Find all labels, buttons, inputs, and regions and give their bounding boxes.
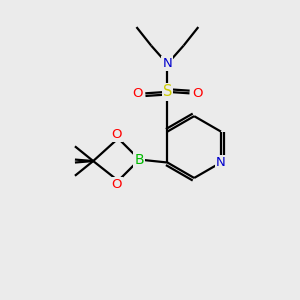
- Text: O: O: [112, 128, 122, 141]
- Text: O: O: [193, 87, 203, 100]
- Text: B: B: [135, 153, 144, 166]
- Text: N: N: [216, 156, 226, 169]
- Text: N: N: [163, 57, 172, 70]
- Text: O: O: [132, 87, 142, 100]
- Text: S: S: [163, 84, 172, 99]
- Text: O: O: [112, 178, 122, 191]
